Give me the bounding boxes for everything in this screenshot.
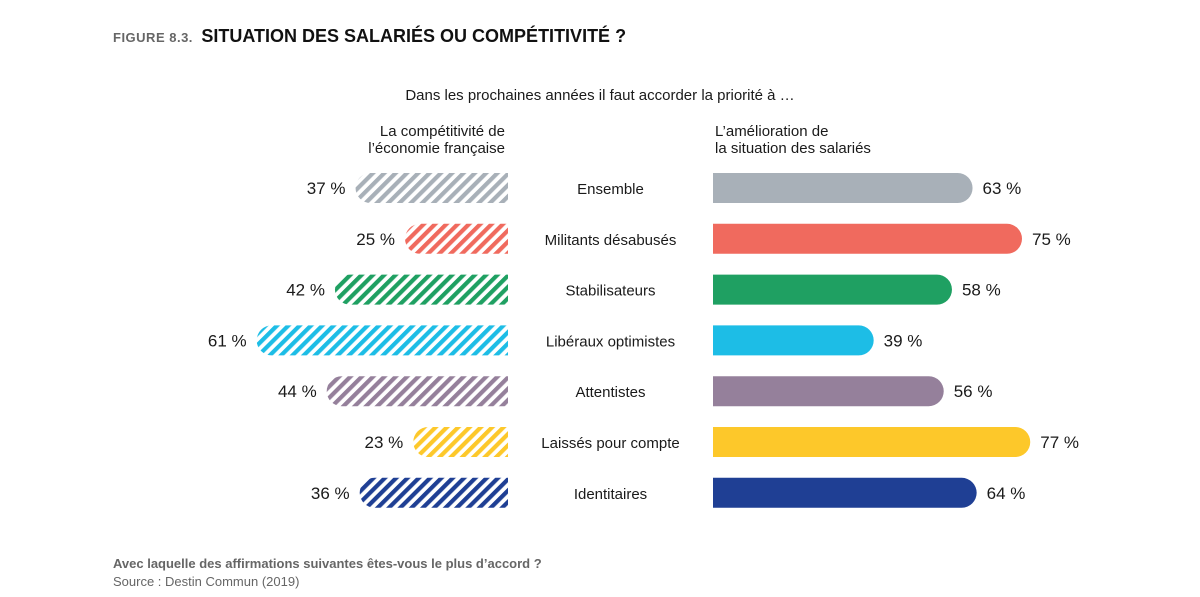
right-value-label-stabilisateurs: 58 % [962, 281, 1001, 300]
left-series-header-line-1: La compétitivité de [379, 123, 505, 140]
left-value-label-laisses-pour-compte: 23 % [364, 433, 403, 452]
right-value-label-attentistes: 56 % [954, 382, 993, 401]
right-series-header-line-1: L’amélioration de [715, 123, 829, 140]
survey-prompt: Dans les prochaines années il faut accor… [405, 87, 795, 104]
right-bar-laisses-pour-compte [713, 427, 1031, 457]
right-value-label-liberaux-optimistes: 39 % [884, 331, 923, 350]
right-value-label-ensemble: 63 % [983, 179, 1022, 198]
category-label-laisses-pour-compte: Laissés pour compte [541, 435, 679, 452]
left-value-label-ensemble: 37 % [307, 179, 346, 198]
right-value-label-laisses-pour-compte: 77 % [1040, 433, 1079, 452]
left-bar-stabilisateurs [334, 274, 508, 305]
left-bar-militants-desabuses [405, 223, 508, 254]
right-value-label-militants-desabuses: 75 % [1032, 230, 1071, 249]
left-bar-liberaux-optimistes [256, 325, 508, 356]
left-series-header: La compétitivité de l’économie française [368, 123, 505, 157]
figure-footer: Avec laquelle des affirmations suivantes… [113, 555, 542, 591]
left-bar-ensemble [355, 173, 508, 203]
left-bar-identitaires [359, 477, 508, 508]
figure-title: SITUATION DES SALARIÉS OU COMPÉTITIVITÉ … [201, 26, 627, 46]
right-bar-liberaux-optimistes [713, 325, 874, 356]
right-bar-identitaires [713, 477, 977, 508]
right-value-label-identitaires: 64 % [987, 484, 1026, 503]
left-value-label-stabilisateurs: 42 % [286, 281, 325, 300]
category-label-ensemble: Ensemble [577, 181, 644, 198]
figure-label: FIGURE 8.3. [113, 30, 193, 45]
category-label-identitaires: Identitaires [574, 486, 647, 503]
left-bar-attentistes [326, 376, 508, 407]
category-label-liberaux-optimistes: Libéraux optimistes [546, 333, 675, 350]
category-label-militants-desabuses: Militants désabusés [545, 232, 677, 249]
right-series-header-line-2: la situation des salariés [715, 140, 871, 157]
footer-source: Source : Destin Commun (2019) [113, 574, 300, 589]
left-value-label-militants-desabuses: 25 % [356, 230, 395, 249]
left-value-label-attentistes: 44 % [278, 382, 317, 401]
left-series-header-line-2: l’économie française [368, 140, 505, 157]
right-series-header: L’amélioration de la situation des salar… [715, 123, 871, 157]
right-bar-ensemble [713, 173, 973, 203]
left-value-label-liberaux-optimistes: 61 % [208, 331, 247, 350]
category-label-stabilisateurs: Stabilisateurs [565, 283, 655, 300]
left-value-label-identitaires: 36 % [311, 484, 350, 503]
footer-question: Avec laquelle des affirmations suivantes… [113, 556, 542, 571]
left-bar-laisses-pour-compte [413, 427, 508, 457]
right-bar-militants-desabuses [713, 223, 1023, 254]
right-bar-stabilisateurs [713, 274, 952, 305]
category-label-attentistes: Attentistes [575, 384, 645, 401]
right-bar-attentistes [713, 376, 944, 407]
figure-heading: FIGURE 8.3. SITUATION DES SALARIÉS OU CO… [113, 26, 626, 47]
